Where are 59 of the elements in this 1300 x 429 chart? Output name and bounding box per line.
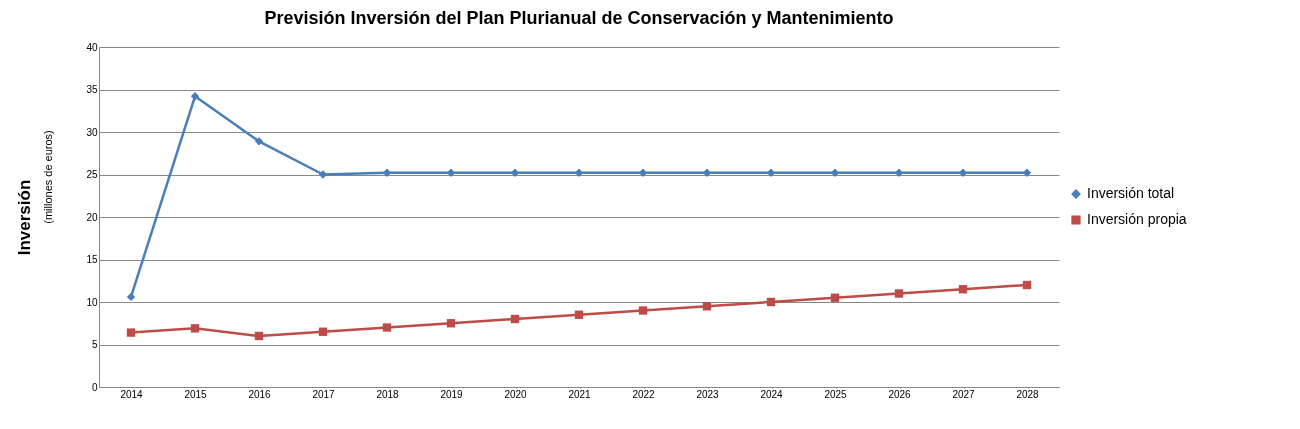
legend-label: Inversión propia — [1087, 211, 1187, 227]
point — [958, 168, 968, 177]
point — [958, 285, 968, 294]
point — [830, 168, 840, 177]
point — [382, 168, 392, 177]
point — [318, 170, 328, 179]
point — [766, 168, 776, 177]
y-tick-label: 30 — [86, 126, 98, 138]
point — [190, 92, 200, 101]
legend-label: Inversión total — [1087, 185, 1175, 201]
x-tick-label: 2015 — [184, 388, 208, 400]
point — [446, 168, 456, 177]
point — [126, 328, 136, 337]
x-tick-label: 2020 — [504, 388, 528, 400]
x-tick-label: 2017 — [312, 388, 336, 400]
x-tick-label: 2025 — [824, 388, 848, 400]
point — [702, 302, 712, 311]
y-tick-label: 15 — [86, 254, 98, 265]
point — [446, 319, 456, 328]
point — [638, 168, 648, 177]
x-tick-label: 2016 — [248, 388, 272, 400]
x-tick-label: 2014 — [120, 388, 144, 400]
point — [702, 168, 712, 177]
y-tick-label: 35 — [86, 84, 98, 95]
point — [766, 297, 776, 307]
chart-title: Previsión Inversión del Plan Plurianual de Conservación y Mantenimiento — [264, 8, 894, 28]
x-tick-label: 2024 — [760, 388, 784, 400]
point — [254, 137, 264, 146]
x-tick-label: 2021 — [568, 388, 592, 400]
y-tick-label: 20 — [86, 211, 98, 223]
point — [254, 331, 264, 341]
point — [510, 168, 520, 177]
text: (millones de euros) — [42, 130, 54, 224]
y-tick-label: 5 — [91, 339, 98, 350]
point — [318, 327, 328, 336]
point — [830, 293, 840, 302]
point — [638, 306, 648, 315]
point — [894, 168, 904, 177]
x-tick-label: 2028 — [1016, 388, 1040, 400]
x-tick-label: 2019 — [440, 388, 464, 400]
point — [574, 310, 584, 319]
x-tick-label: 2023 — [696, 388, 720, 400]
y-tick-label: 10 — [86, 296, 98, 308]
point — [190, 324, 200, 333]
point — [382, 323, 392, 332]
point — [574, 168, 584, 177]
x-tick-label: 2018 — [376, 388, 400, 400]
point — [1022, 168, 1032, 177]
point — [1022, 280, 1032, 290]
y-tick-label: 25 — [86, 169, 98, 180]
y-tick-label: 40 — [86, 41, 98, 53]
y-tick-label: 0 — [91, 381, 98, 393]
y-axis-title: Inversión — [15, 179, 35, 256]
x-tick-label: 2026 — [888, 388, 912, 400]
x-tick-label: 2027 — [952, 388, 976, 400]
x-tick-label: 2022 — [632, 388, 656, 400]
point — [894, 289, 904, 298]
point — [126, 292, 136, 302]
point — [510, 314, 520, 324]
